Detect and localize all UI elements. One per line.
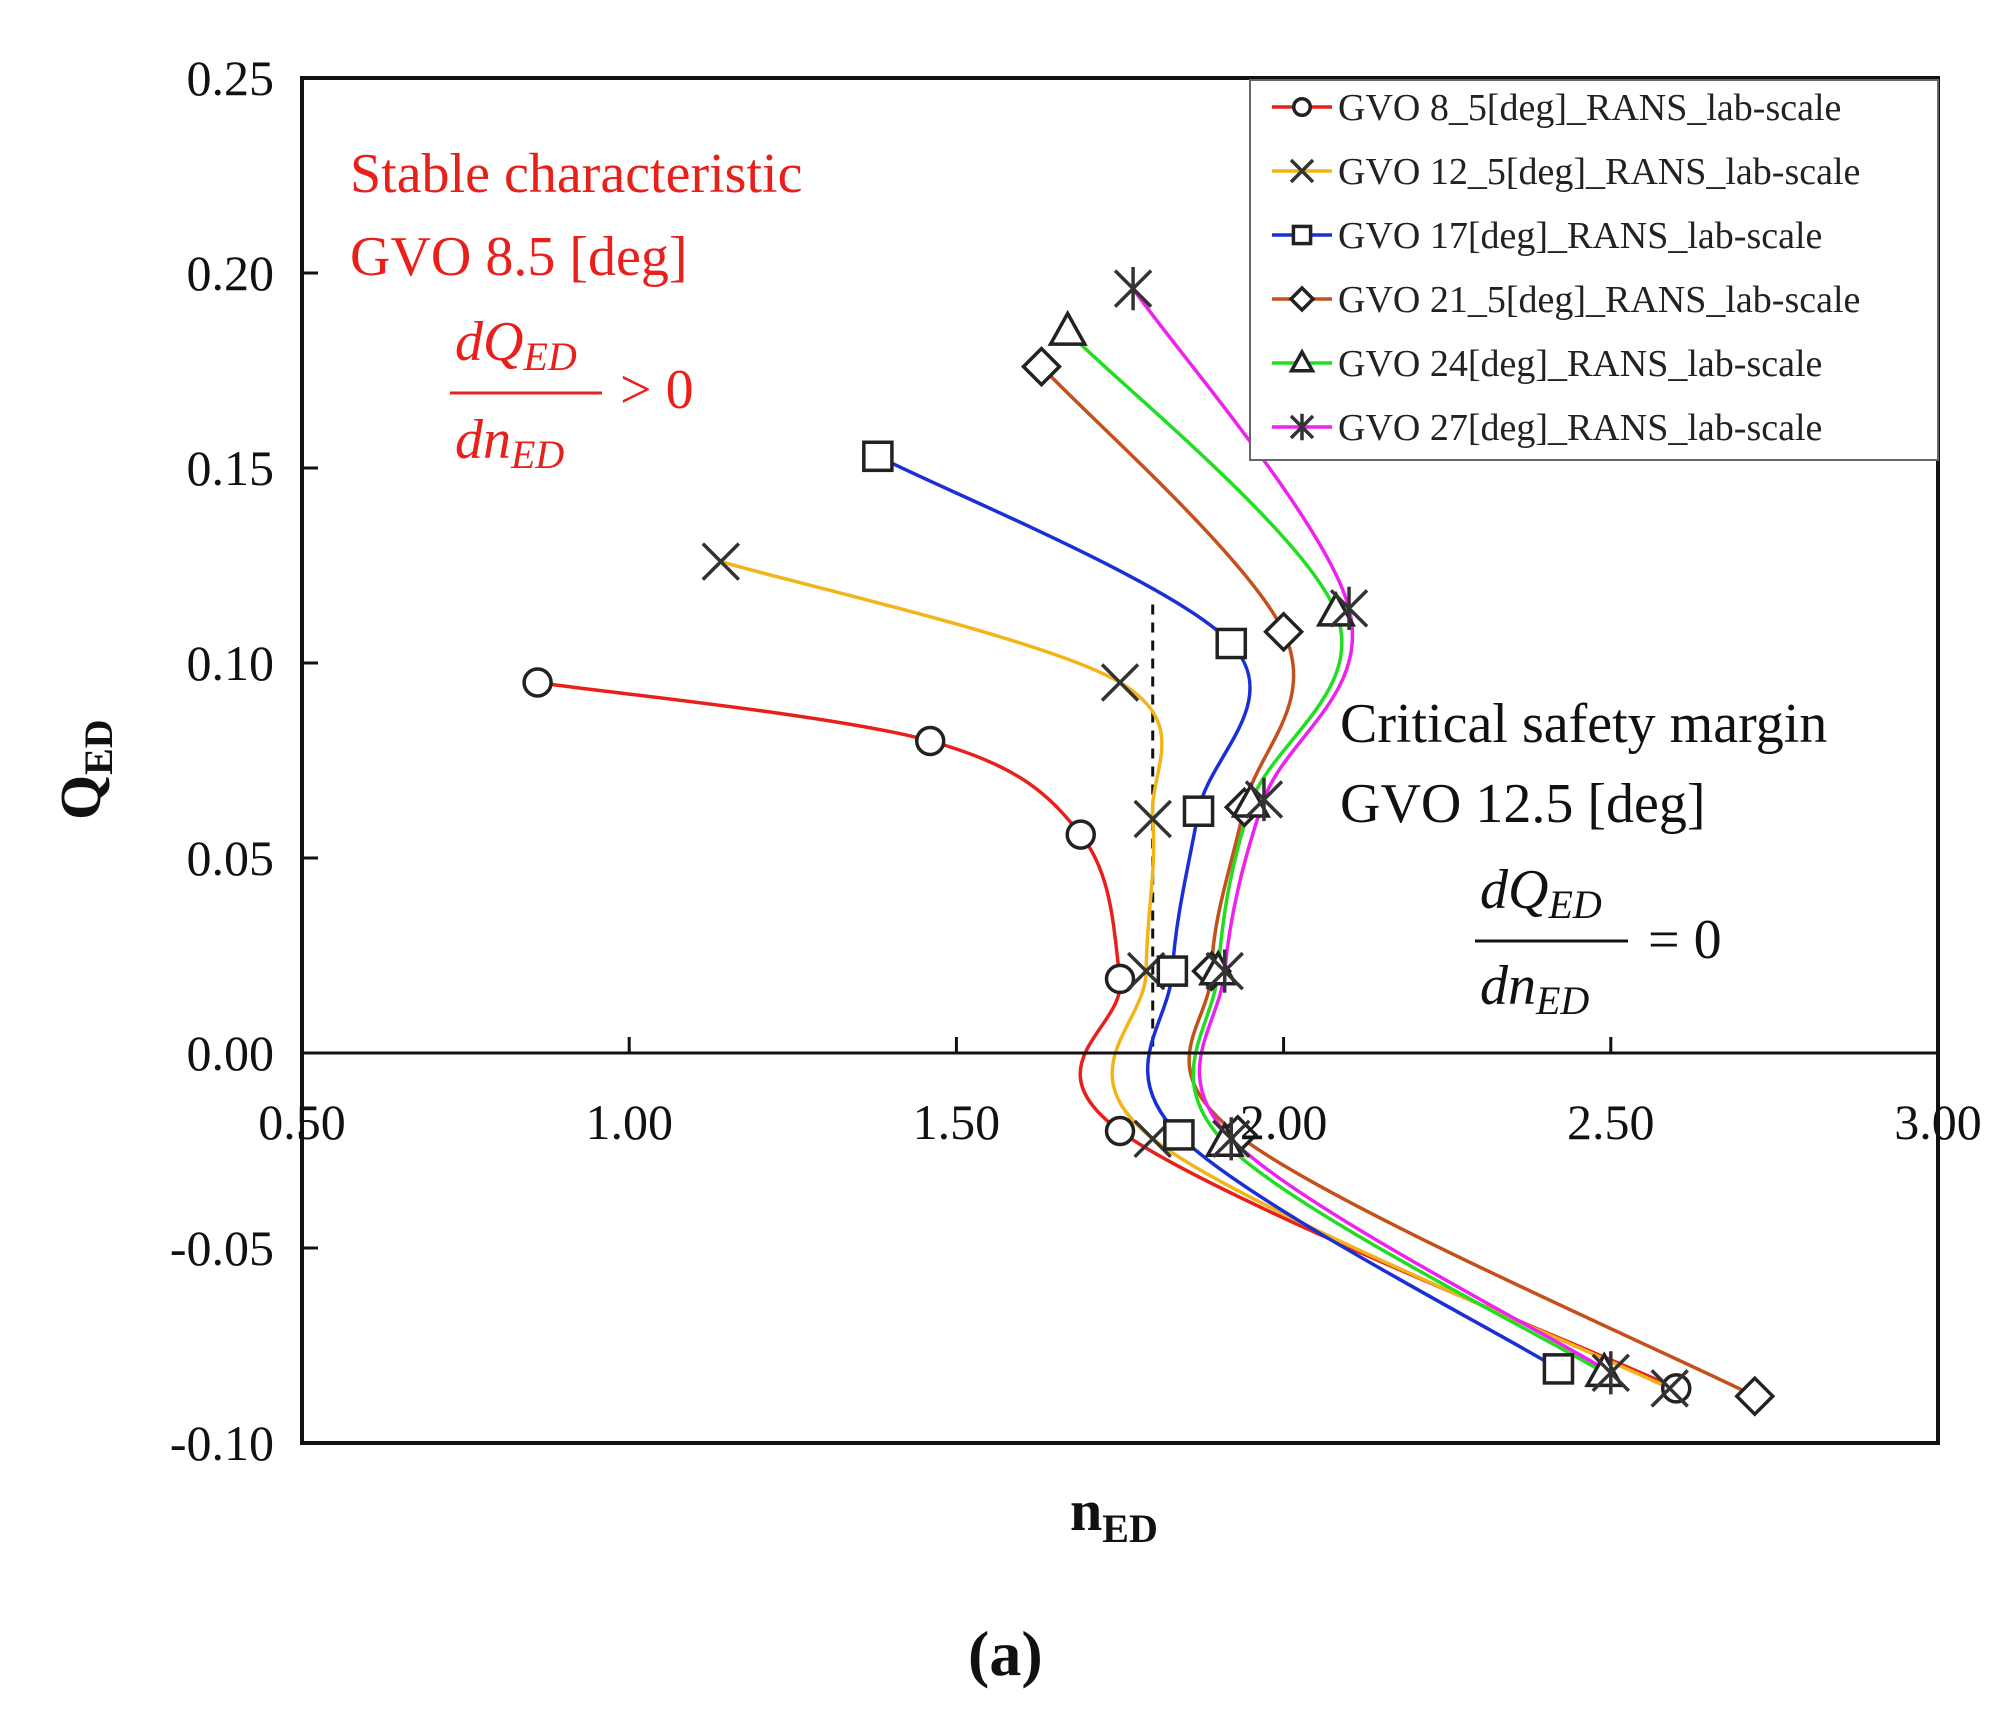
annotation-critical: Critical safety margin GVO 12.5 [deg] dQ… [1340, 693, 1827, 1023]
data-point-series-6 [1329, 586, 1369, 630]
data-point-series-3 [862, 440, 894, 473]
annotation-stable-line1: Stable characteristic [350, 143, 802, 205]
data-point-series-2 [1650, 1369, 1689, 1408]
data-point-series-5 [1230, 781, 1271, 818]
data-point-series-2 [701, 542, 741, 581]
data-point-series-4 [1020, 346, 1062, 388]
x-tick-label: 2.50 [1567, 1094, 1655, 1150]
legend-entry-6: GVO 27[deg]_RANS_lab-scale [1272, 407, 1822, 449]
legend-marker [1289, 413, 1315, 441]
plot-area [522, 267, 1776, 1417]
data-point-series-5 [1315, 590, 1357, 627]
data-point-series-3 [1215, 627, 1248, 660]
x-tick-label: 1.50 [913, 1094, 1001, 1150]
legend-marker [1289, 158, 1315, 184]
legend-label: GVO 24[deg]_RANS_lab-scale [1338, 343, 1822, 385]
data-point-series-6 [1591, 1351, 1631, 1395]
annotation-stable-relation: > 0 [620, 359, 694, 421]
series-line-6 [1131, 287, 1612, 1375]
legend-entry-2: GVO 12_5[deg]_RANS_lab-scale [1272, 151, 1860, 193]
series-line-5 [1066, 330, 1606, 1375]
legend-marker [1292, 97, 1312, 117]
data-point-series-5 [1047, 309, 1088, 346]
annotation-stable-frac-num: dQED [455, 311, 577, 379]
data-point-series-1 [1065, 819, 1096, 850]
y-tick-label: 0.10 [187, 635, 275, 691]
data-point-series-4 [1263, 611, 1305, 653]
legend-label: GVO 21_5[deg]_RANS_lab-scale [1338, 279, 1860, 321]
legend-marker [1291, 224, 1313, 246]
legend-entry-5: GVO 24[deg]_RANS_lab-scale [1272, 343, 1822, 385]
annotation-critical-line1: Critical safety margin [1340, 693, 1827, 755]
data-point-series-1 [1660, 1373, 1692, 1404]
legend-marker [1288, 348, 1316, 373]
annotation-stable: Stable characteristic GVO 8.5 [deg] dQED… [350, 143, 802, 477]
x-tick-label: 3.00 [1894, 1094, 1982, 1150]
data-point-series-2 [1100, 663, 1140, 702]
annotation-critical-line2: GVO 12.5 [deg] [1340, 773, 1705, 835]
series-line-3 [877, 454, 1560, 1371]
data-point-series-3 [1182, 795, 1215, 827]
x-tick-label: 1.00 [585, 1094, 673, 1150]
axes: 0.25 0.20 0.15 0.10 0.05 0.00 -0.05 -0.10 0.50 1.… [170, 50, 1982, 1471]
x-axis-label: nED [1070, 1478, 1158, 1551]
data-point-series-3 [1542, 1353, 1575, 1385]
x-tick-label: 2.00 [1240, 1094, 1328, 1150]
panel-label: (a) [968, 1618, 1043, 1689]
data-point-series-6 [1205, 949, 1244, 993]
data-point-series-3 [1163, 1119, 1195, 1151]
annotation-critical-relation: = 0 [1648, 909, 1722, 971]
x-tick-label: 0.50 [258, 1094, 346, 1150]
annotation-stable-frac-den: dnED [455, 409, 564, 477]
data-point-series-1 [522, 667, 553, 698]
data-point-series-6 [1244, 777, 1284, 822]
data-point-series-1 [914, 725, 946, 757]
y-tick-label: -0.05 [170, 1220, 274, 1276]
legend-label: GVO 12_5[deg]_RANS_lab-scale [1338, 151, 1860, 193]
data-point-series-1 [1104, 1115, 1136, 1147]
legend-label: GVO 27[deg]_RANS_lab-scale [1338, 407, 1822, 449]
annotation-stable-line2: GVO 8.5 [deg] [350, 226, 687, 288]
data-point-series-4 [1734, 1375, 1776, 1417]
legend-label: GVO 17[deg]_RANS_lab-scale [1338, 215, 1822, 257]
legend-entry-4: GVO 21_5[deg]_RANS_lab-scale [1272, 279, 1860, 321]
legend: GVO 8_5[deg]_RANS_lab-scale GVO 12_5[deg]… [1249, 79, 1939, 461]
legend-entry-3: GVO 17[deg]_RANS_lab-scale [1272, 215, 1822, 257]
data-point-series-3 [1156, 955, 1189, 987]
y-tick-label: 0.20 [187, 245, 275, 301]
plot-frame [300, 76, 1940, 1445]
data-point-series-2 [1133, 799, 1172, 839]
y-tick-label: -0.10 [170, 1415, 274, 1471]
legend-box [1249, 79, 1939, 461]
legend-marker [1288, 285, 1316, 313]
series-line-4 [1040, 365, 1756, 1398]
data-point-series-6 [1212, 1117, 1251, 1161]
y-tick-label: 0.25 [187, 50, 275, 106]
legend-entry-1: GVO 8_5[deg]_RANS_lab-scale [1272, 87, 1841, 129]
data-point-series-1 [1104, 963, 1136, 995]
series-line-2 [720, 559, 1671, 1390]
legend-label: GVO 8_5[deg]_RANS_lab-scale [1338, 87, 1841, 129]
data-point-series-6 [1113, 267, 1153, 311]
y-tick-label: 0.15 [187, 440, 275, 496]
annotation-critical-frac-num: dQED [1480, 859, 1602, 927]
y-tick-label: 0.05 [187, 830, 275, 886]
y-axis-label: QED [48, 719, 121, 820]
annotation-critical-frac-den: dnED [1480, 955, 1589, 1023]
y-tick-label: 0.00 [187, 1025, 275, 1081]
